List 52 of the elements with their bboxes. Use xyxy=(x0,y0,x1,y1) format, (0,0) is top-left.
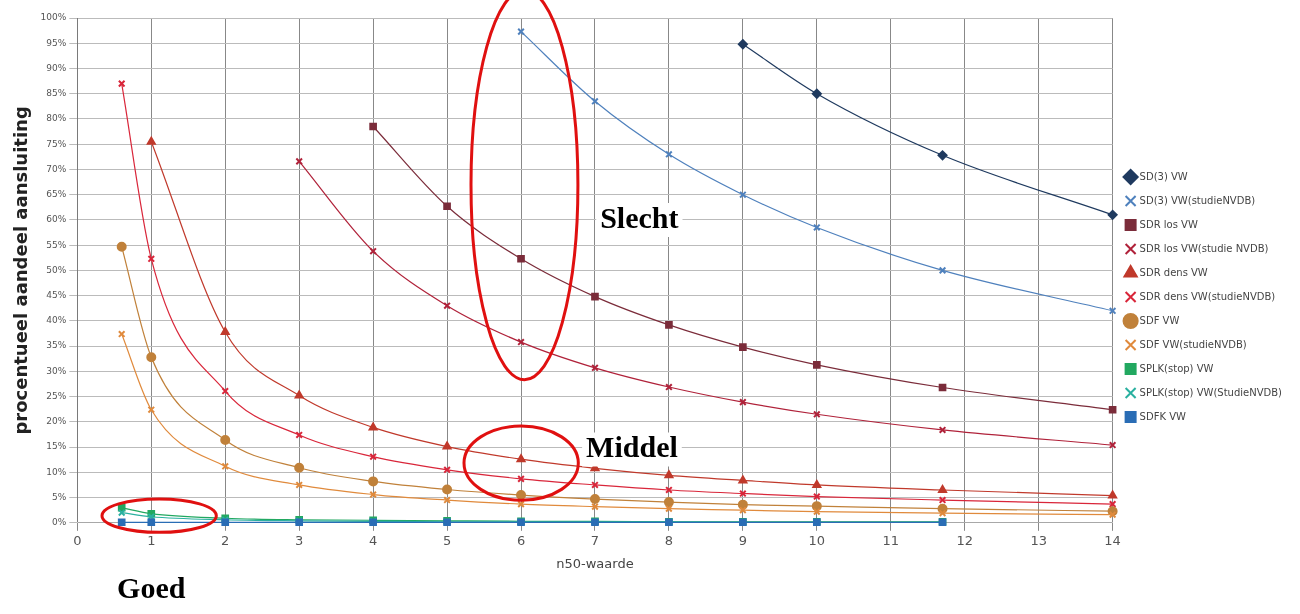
y-tick-label: 0% xyxy=(52,517,67,528)
y-tick-label: 45% xyxy=(46,289,67,300)
y-tick-label: 55% xyxy=(46,239,67,250)
text: Goed xyxy=(117,570,186,604)
x-tick-label: 4 xyxy=(368,532,378,548)
legend-label: SDR dens VW(studieNVDB) xyxy=(1139,290,1276,302)
x-tick-label: 2 xyxy=(221,532,230,548)
legend-label: SPLK(stop) VW(StudieNVDB) xyxy=(1139,386,1283,398)
y-tick-label: 5% xyxy=(52,491,67,502)
y-tick-label: 35% xyxy=(46,340,67,351)
legend-label: SD(3) VW xyxy=(1139,170,1188,182)
y-tick-label: 95% xyxy=(46,37,67,48)
y-tick-label: 30% xyxy=(46,365,67,376)
y-tick-label: 50% xyxy=(46,264,67,275)
x-tick-label: 13 xyxy=(1030,532,1047,548)
y-tick-label: 100% xyxy=(40,12,67,23)
legend-label: SDFK VW xyxy=(1139,410,1186,422)
y-tick-label: 25% xyxy=(46,390,67,401)
legend-label: SDR los VW(studie NVDB) xyxy=(1139,242,1269,254)
x-tick-label: 11 xyxy=(882,532,900,548)
annotation: Slecht xyxy=(600,200,679,234)
legend-label: SDR dens VW xyxy=(1139,266,1208,278)
y-tick-label: 40% xyxy=(46,315,67,326)
y-axis-title: procentueel aandeel aansluiting xyxy=(10,106,32,435)
y-tick-label: 60% xyxy=(46,214,67,225)
legend-label: SDF VW(studieNVDB) xyxy=(1139,338,1247,350)
legend-label: SDF VW xyxy=(1139,314,1180,326)
x-tick-label: 0 xyxy=(73,532,82,548)
y-tick-label: 80% xyxy=(46,113,67,124)
x-tick-label: 10 xyxy=(808,532,826,548)
x-tick-label: 12 xyxy=(956,532,973,548)
y-tick-label: 90% xyxy=(46,62,67,73)
x-tick-label: 5 xyxy=(442,532,452,548)
y-tick-label: 20% xyxy=(46,416,67,427)
y-tick-label: 85% xyxy=(46,88,67,99)
y-tick-label: 70% xyxy=(46,163,67,174)
x-tick-label: 14 xyxy=(1104,532,1121,548)
x-tick-label: 3 xyxy=(295,532,304,548)
legend-label: SDR los VW xyxy=(1139,218,1198,230)
y-tick-label: 15% xyxy=(46,441,67,452)
x-tick-label: 7 xyxy=(590,532,600,548)
x-tick-label: 1 xyxy=(147,532,156,548)
annotation: Middel xyxy=(586,430,678,464)
legend-label: SD(3) VW(studieNVDB) xyxy=(1139,194,1256,206)
x-tick-label: 6 xyxy=(516,532,526,548)
y-tick-label: 75% xyxy=(46,138,67,149)
x-tick-label: 9 xyxy=(738,532,748,548)
y-tick-label: 10% xyxy=(46,466,67,477)
x-tick-label: 8 xyxy=(664,532,674,548)
y-tick-label: 65% xyxy=(46,189,67,200)
x-axis-title: n50-waarde xyxy=(556,555,634,571)
legend-label: SPLK(stop) VW xyxy=(1139,362,1214,374)
